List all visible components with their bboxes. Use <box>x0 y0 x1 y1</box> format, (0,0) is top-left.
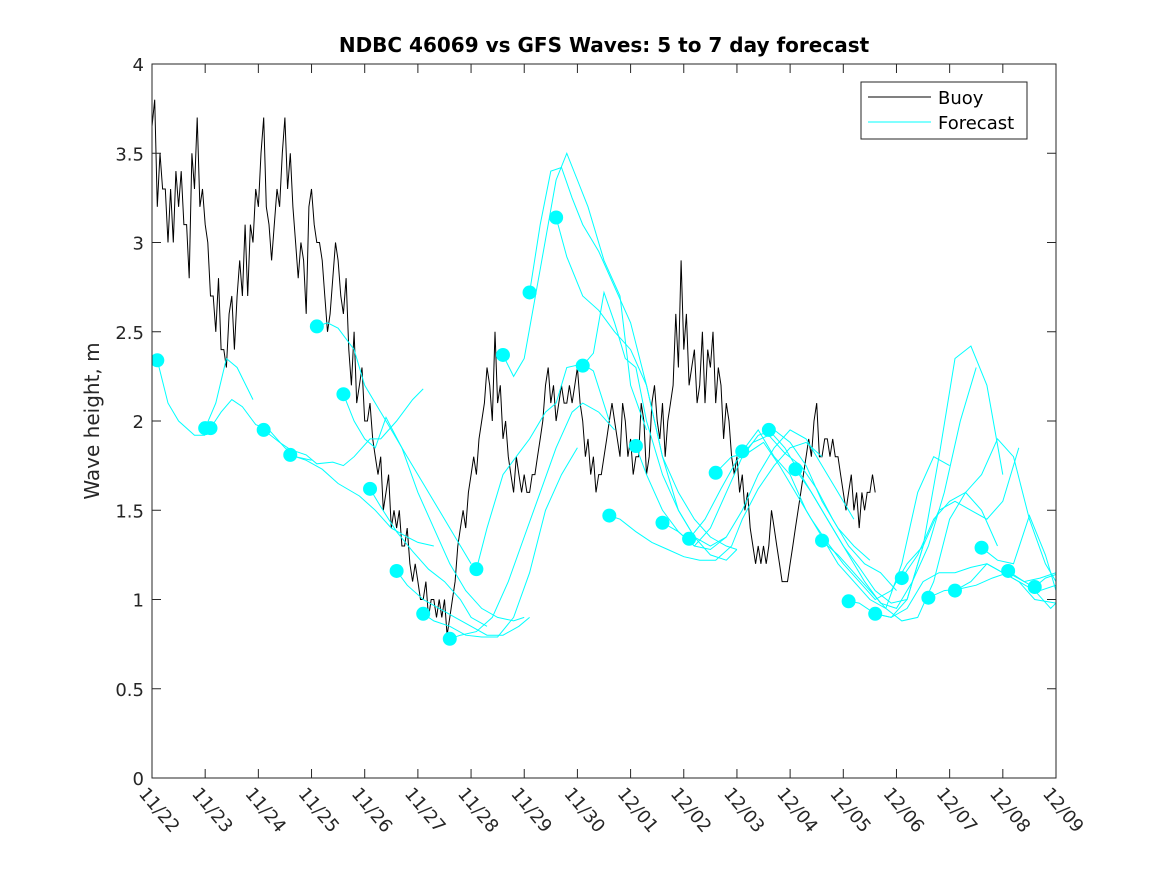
forecast-line-12 <box>502 151 647 431</box>
forecast-marker-32 <box>1027 580 1042 595</box>
forecast-line-8 <box>396 570 530 636</box>
forecast-line-10 <box>449 402 615 640</box>
forecast-line-15 <box>582 290 738 561</box>
forecast-line-9 <box>422 447 578 638</box>
forecast-marker-9 <box>416 606 431 621</box>
legend-buoy-label: Buoy <box>938 88 984 109</box>
forecast-line-14 <box>555 217 738 550</box>
forecast-marker-18 <box>655 515 670 530</box>
forecast-line-24 <box>821 491 998 622</box>
y-axis-label: Wave height, m <box>80 342 104 499</box>
forecast-line-30 <box>981 514 1056 591</box>
y-tick-label: 2 <box>133 412 144 433</box>
legend: Buoy Forecast <box>860 81 1028 140</box>
forecast-marker-30 <box>974 540 989 555</box>
y-tick-label: 1.5 <box>115 501 144 522</box>
forecast-line-1 <box>204 357 254 429</box>
forecast-line-21 <box>741 429 950 610</box>
forecast-line-5 <box>316 322 472 565</box>
forecast-line-20 <box>715 441 924 601</box>
forecast-line-6 <box>342 394 525 622</box>
y-tick-label: 0.5 <box>115 680 144 701</box>
legend-forecast-label: Forecast <box>938 113 1014 134</box>
forecast-marker-15 <box>575 358 590 373</box>
forecast-marker-29 <box>947 583 962 598</box>
forecast-line-7 <box>369 488 488 627</box>
forecast-marker-14 <box>549 210 564 225</box>
forecast-line-27 <box>901 437 1056 582</box>
chart-title: NDBC 46069 vs GFS Waves: 5 to 7 day fore… <box>339 33 870 57</box>
forecast-line-22 <box>768 367 977 610</box>
forecast-marker-20 <box>708 465 723 480</box>
forecast-line-0 <box>156 360 206 436</box>
plot-series <box>152 99 1056 646</box>
series-layer <box>152 99 1056 646</box>
forecast-marker-2 <box>203 421 218 436</box>
forecast-line-17 <box>635 429 855 551</box>
forecast-marker-31 <box>1001 563 1016 578</box>
forecast-marker-7 <box>363 481 378 496</box>
buoy-line <box>152 99 876 636</box>
plot-area <box>152 64 1056 778</box>
forecast-marker-22 <box>761 422 776 437</box>
y-tick-label: 0 <box>133 769 144 790</box>
forecast-line-26 <box>875 563 1056 618</box>
y-tick-label: 3 <box>133 234 144 255</box>
forecast-marker-23 <box>788 462 803 477</box>
forecast-marker-10 <box>442 631 457 646</box>
forecast-marker-6 <box>336 387 351 402</box>
forecast-marker-3 <box>256 422 271 437</box>
forecast-marker-5 <box>309 319 324 334</box>
forecast-marker-26 <box>868 606 883 621</box>
forecast-line-4 <box>290 454 434 547</box>
y-tick-label: 1 <box>133 591 144 612</box>
y-tick-label: 2.5 <box>115 323 144 344</box>
forecast-marker-19 <box>682 531 697 546</box>
forecast-marker-13 <box>522 285 537 300</box>
forecast-marker-21 <box>735 444 750 459</box>
forecast-marker-24 <box>815 533 830 548</box>
forecast-marker-11 <box>469 562 484 577</box>
legend-box <box>860 81 1028 140</box>
forecast-line-19 <box>688 434 897 591</box>
forecast-marker-28 <box>921 590 936 605</box>
forecast-marker-12 <box>495 347 510 362</box>
forecast-marker-8 <box>389 563 404 578</box>
forecast-marker-0 <box>152 353 165 368</box>
forecast-marker-16 <box>602 508 617 523</box>
forecast-marker-4 <box>283 447 298 462</box>
y-tick-label: 4 <box>133 55 144 76</box>
y-tick-label: 3.5 <box>115 144 144 165</box>
forecast-marker-17 <box>628 438 643 453</box>
forecast-line-23 <box>794 345 1004 604</box>
forecast-marker-27 <box>894 571 909 586</box>
forecast-marker-25 <box>841 594 856 609</box>
